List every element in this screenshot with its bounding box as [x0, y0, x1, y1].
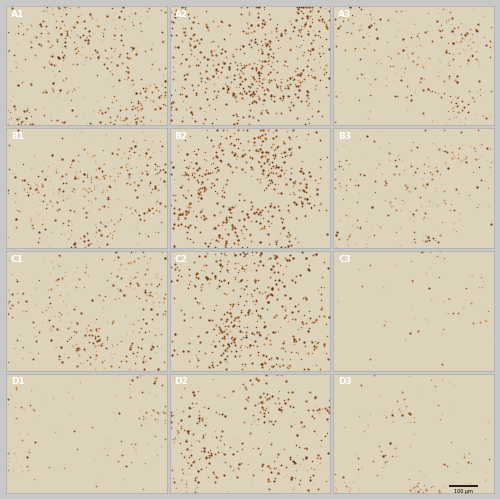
- Text: D2: D2: [174, 377, 188, 386]
- Text: A1: A1: [11, 9, 24, 18]
- Text: C1: C1: [11, 254, 24, 263]
- Text: B2: B2: [174, 132, 188, 141]
- Text: C3: C3: [338, 254, 351, 263]
- Text: C2: C2: [174, 254, 188, 263]
- Text: B3: B3: [338, 132, 351, 141]
- Text: 100 μm: 100 μm: [454, 489, 473, 494]
- Text: A3: A3: [338, 9, 351, 18]
- Text: A2: A2: [174, 9, 188, 18]
- Text: B1: B1: [11, 132, 24, 141]
- Text: D1: D1: [11, 377, 24, 386]
- Text: D3: D3: [338, 377, 352, 386]
